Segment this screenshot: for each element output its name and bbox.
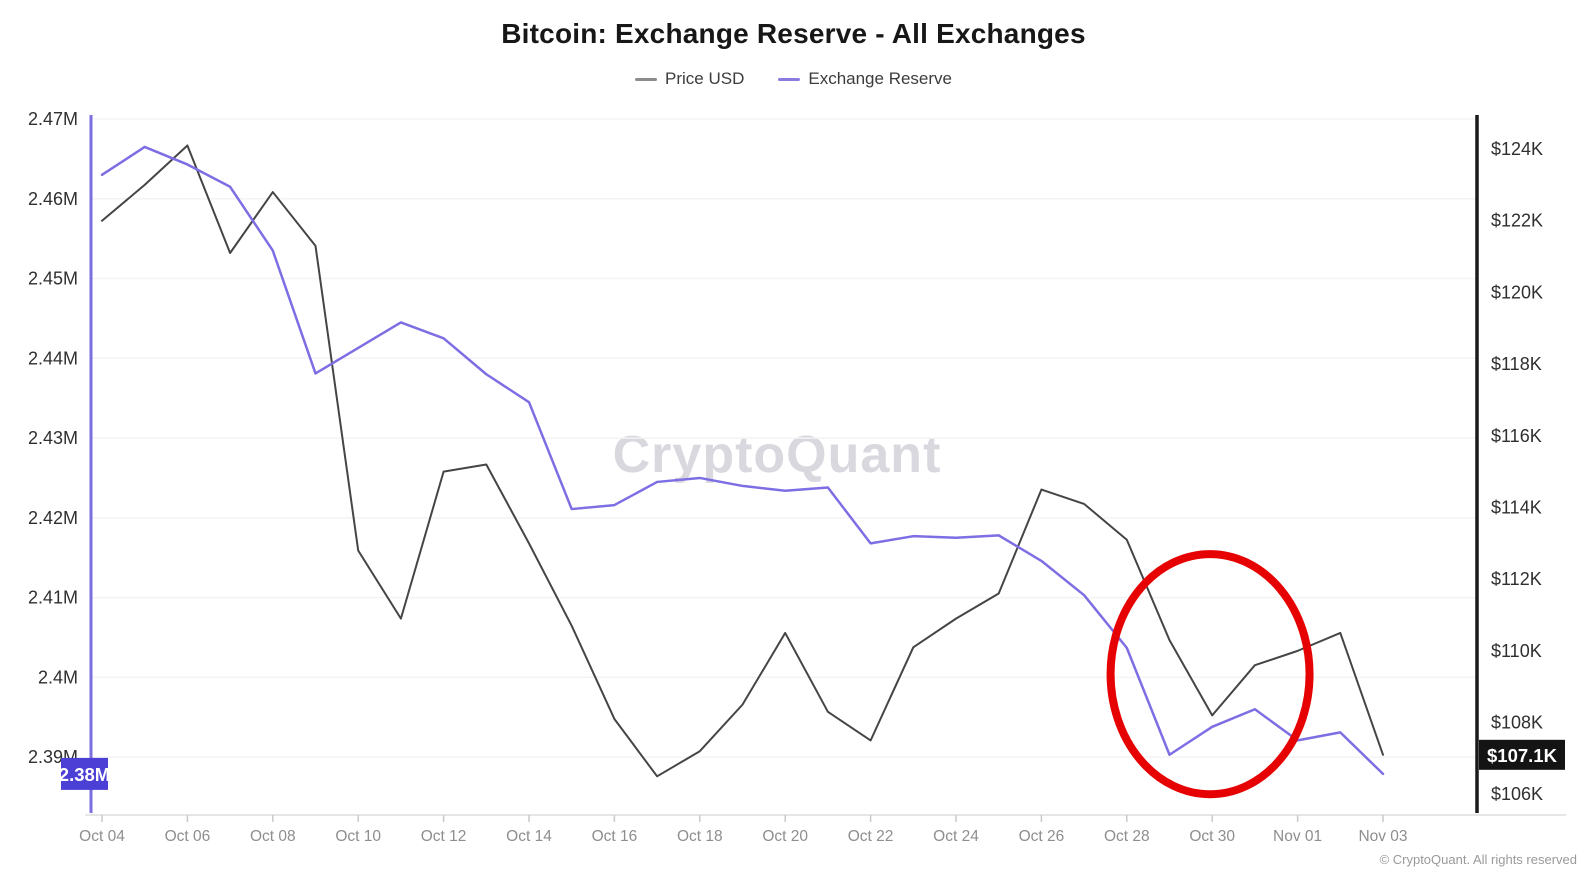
x-tick-label: Oct 10 [335, 828, 381, 845]
right-axis-labels: $124K $122K $120K $118K $116K $114K $112K $110K… [1491, 139, 1543, 804]
x-tick-label: Nov 01 [1273, 828, 1322, 845]
right-tick-label: $106K [1491, 784, 1543, 804]
x-tick-label: Oct 22 [848, 828, 894, 845]
left-tick-label: 2.43M [28, 428, 78, 448]
left-last-value-badge: 2.38M [59, 757, 110, 790]
x-tick-label: Oct 12 [421, 828, 467, 845]
right-last-value-badge: $107.1K [1479, 739, 1565, 770]
gridlines [92, 118, 1476, 758]
highlight-circle-annotation [1106, 550, 1314, 799]
x-tick-label: Oct 30 [1189, 828, 1235, 845]
right-tick-label: $118K [1491, 354, 1542, 374]
x-tick-label: Oct 16 [592, 828, 638, 845]
left-badge-bg [61, 757, 108, 790]
right-tick-label: $110K [1491, 641, 1542, 661]
right-tick-label: $124K [1491, 139, 1543, 159]
right-tick-label: $122K [1491, 211, 1543, 231]
legend-item-exchange-reserve[interactable]: Exchange Reserve [778, 69, 952, 89]
right-tick-label: $120K [1491, 282, 1543, 302]
right-badge-text: $107.1K [1487, 745, 1558, 766]
x-axis-ticks: Oct 04 Oct 06 Oct 08 Oct 10 Oct 12 Oct 14 Oct … [79, 815, 1408, 845]
x-tick-label: Oct 28 [1104, 828, 1150, 845]
cryptoquant-watermark: CryptoQuant [612, 426, 942, 484]
x-tick-label: Oct 20 [762, 828, 808, 845]
price-usd-dash-icon [635, 77, 657, 81]
x-tick-label: Oct 04 [79, 828, 125, 845]
copyright-note: © CryptoQuant. All rights reserved [1379, 852, 1577, 867]
x-tick-label: Oct 26 [1019, 828, 1065, 845]
x-tick-label: Oct 06 [165, 828, 211, 845]
left-tick-label: 2.41M [28, 588, 78, 608]
x-tick-label: Oct 18 [677, 828, 723, 845]
right-tick-label: $108K [1491, 713, 1543, 733]
left-tick-label: 2.44M [28, 348, 78, 368]
x-tick-label: Nov 03 [1358, 828, 1407, 845]
series-line-price-usd [101, 144, 1384, 778]
page-title: Bitcoin: Exchange Reserve - All Exchange… [501, 18, 1086, 49]
left-tick-label: 2.4M [38, 667, 78, 687]
x-tick-label: Oct 08 [250, 828, 296, 845]
left-tick-label: 2.42M [28, 508, 78, 528]
left-tick-label: 2.45M [28, 269, 78, 289]
legend-label-exchange-reserve: Exchange Reserve [808, 69, 952, 88]
right-badge-bg [1479, 739, 1565, 770]
x-tick-label: Oct 14 [506, 828, 552, 845]
left-axis-labels: 2.47M2.46M2.45M2.44M2.43M2.42M2.41M2.4M2… [28, 109, 78, 767]
left-badge-text: 2.38M [59, 764, 110, 785]
right-tick-label: $114K [1491, 497, 1542, 517]
legend-item-price-usd[interactable]: Price USD [635, 69, 744, 89]
right-tick-label: $112K [1491, 569, 1542, 589]
x-tick-label: Oct 24 [933, 828, 979, 845]
legend-label-price-usd: Price USD [665, 69, 745, 88]
right-tick-label: $116K [1491, 426, 1542, 446]
exchange-reserve-dash-icon [778, 77, 801, 81]
chart-legend: Price USD Exchange Reserve [0, 69, 1587, 89]
left-tick-label: 2.46M [28, 189, 78, 209]
series-line-exchange-reserve [100, 145, 1385, 776]
left-tick-label: 2.47M [28, 109, 78, 129]
